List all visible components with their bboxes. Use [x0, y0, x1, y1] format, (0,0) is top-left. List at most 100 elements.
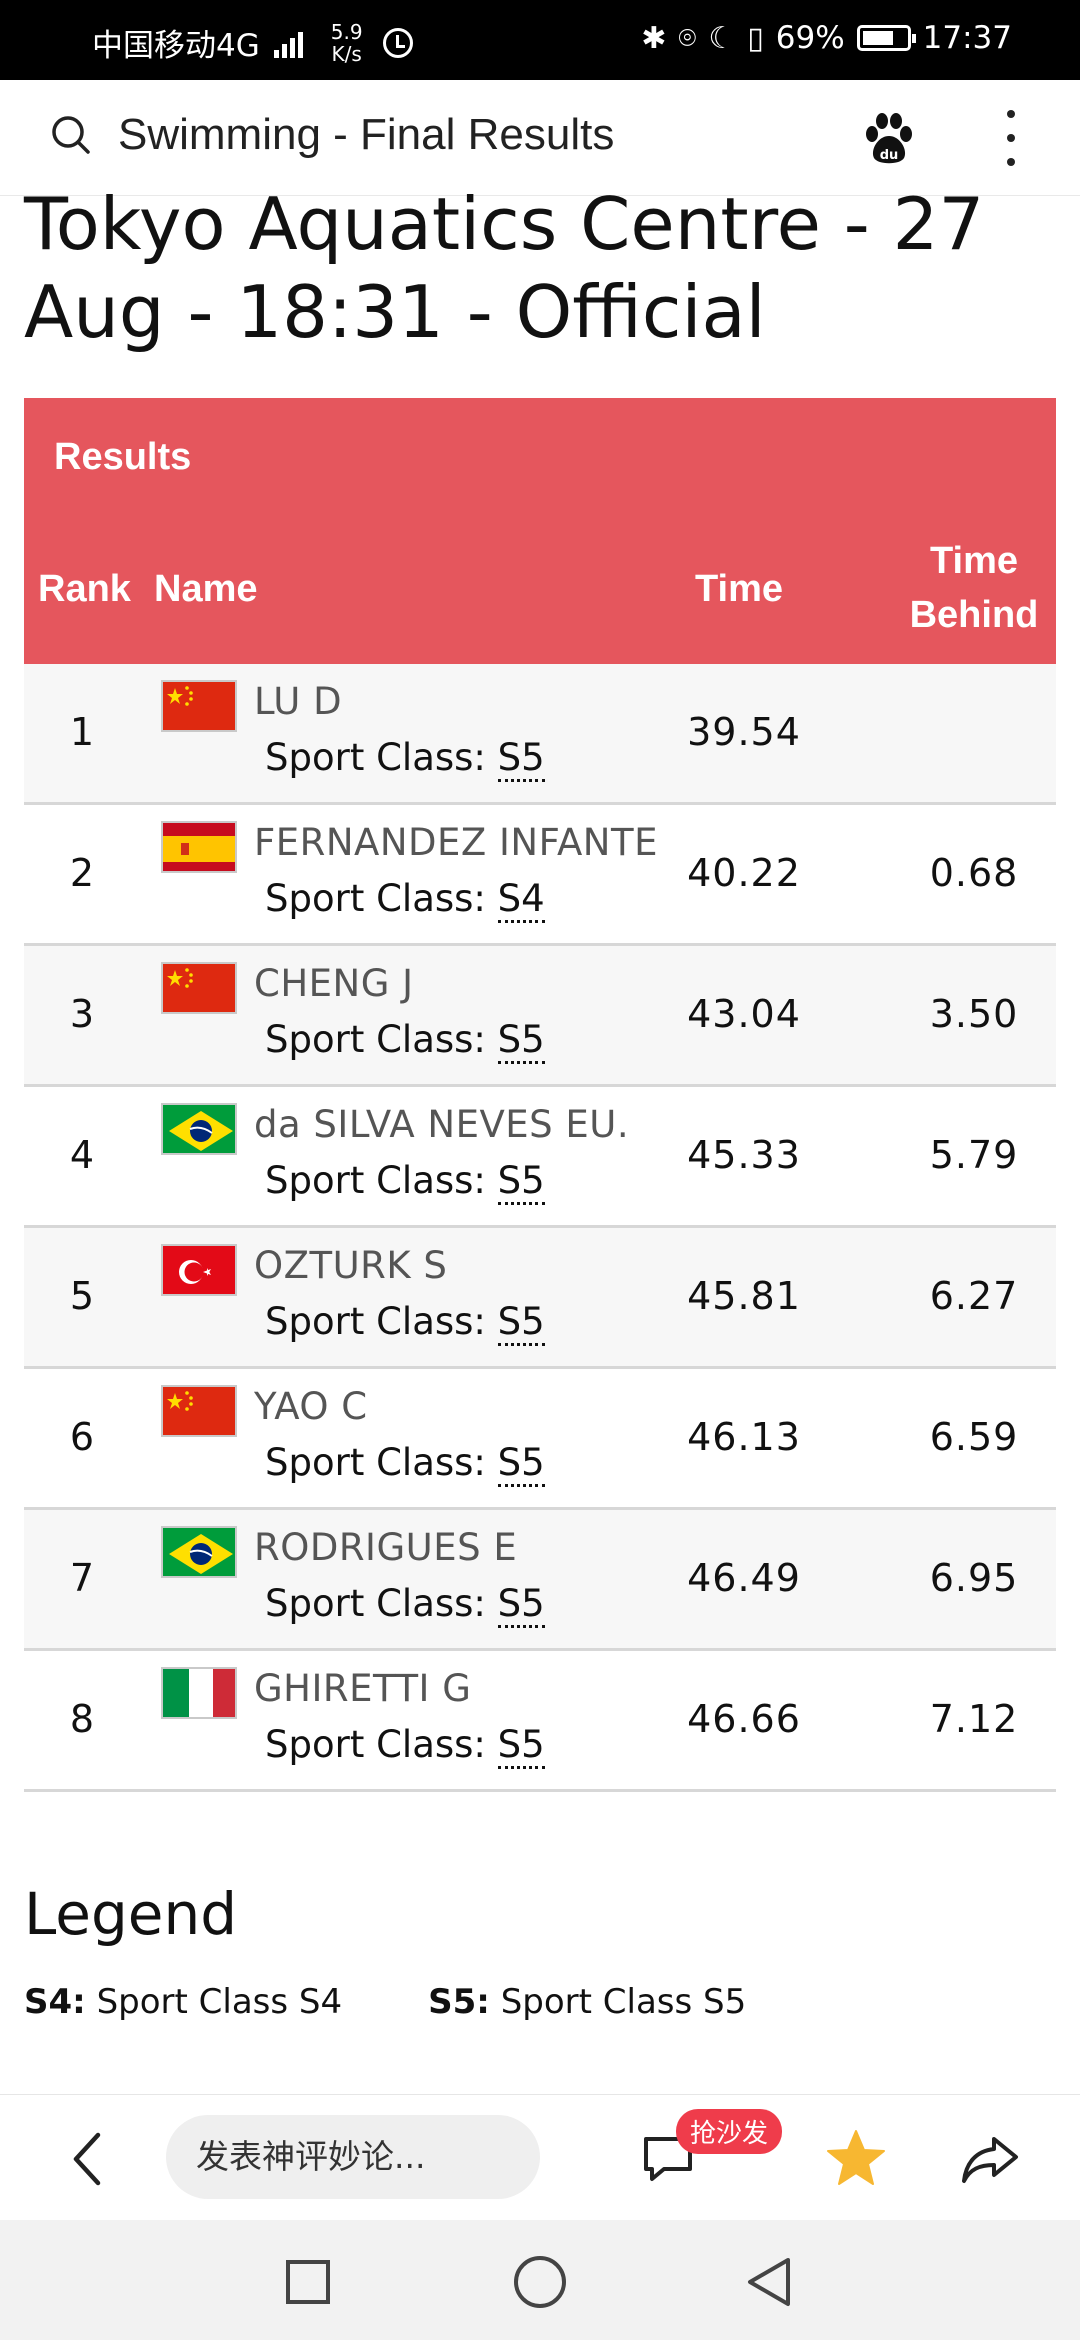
column-header-rank: Rank: [38, 568, 131, 610]
time-behind-cell: 5.79: [929, 1133, 1019, 1177]
flag-icon: [161, 1385, 237, 1437]
status-bar: 中国移动4G 5.9 K/s ✱ ⌾ ☾ ▯ 69% 17:37: [0, 0, 1080, 80]
home-button[interactable]: [514, 2256, 566, 2308]
rank-cell: 8: [69, 1697, 95, 1741]
bluetooth-icon: ✱: [641, 20, 667, 56]
sport-class-label: Sport Class:: [265, 1441, 486, 1484]
athlete-name[interactable]: GHIRETTI G: [254, 1667, 472, 1710]
svg-text:du: du: [880, 148, 899, 163]
app-bar: Swimming - Final Results du: [0, 80, 1080, 196]
legend-code: S4:: [24, 1982, 86, 2022]
location-icon: ⌾: [678, 20, 697, 56]
clock: 17:37: [922, 20, 1012, 56]
sport-class-code[interactable]: S5: [497, 1582, 545, 1628]
navigation-bar: [0, 2220, 1080, 2340]
table-row[interactable]: 4 da SILVA NEVES EU. Sport Class: S5 45.33 5…: [24, 1087, 1056, 1228]
time-cell: 39.54: [687, 710, 801, 754]
table-row[interactable]: 8 GHIRETTI G Sport Class: S5 46.66 7.12: [24, 1651, 1056, 1792]
sport-class: Sport Class: S5: [265, 1018, 545, 1064]
search-icon[interactable]: [50, 114, 90, 154]
status-left: 中国移动4G 5.9 K/s: [92, 20, 413, 65]
table-caption: Results: [54, 436, 192, 478]
flag-icon: [161, 1526, 237, 1578]
sport-class: Sport Class: S5: [265, 1159, 545, 1205]
more-options-icon[interactable]: [1000, 110, 1022, 166]
comment-input[interactable]: 发表神评妙论...: [166, 2115, 540, 2199]
flag-icon: [161, 821, 237, 873]
table-row[interactable]: 1 LU D Sport Class: S5 39.54: [24, 664, 1056, 805]
table-row[interactable]: 3 CHENG J Sport Class: S5 43.04 3.50: [24, 946, 1056, 1087]
time-cell: 45.81: [687, 1274, 801, 1318]
time-cell: 46.49: [687, 1556, 801, 1600]
sport-class: Sport Class: S5: [265, 736, 545, 782]
sport-class-label: Sport Class:: [265, 736, 486, 779]
sport-class: Sport Class: S5: [265, 1300, 545, 1346]
table-body: 1 LU D Sport Class: S5 39.54 2 FERNANDEZ INFA…: [24, 664, 1056, 1792]
sport-class-code[interactable]: S5: [497, 736, 545, 782]
athlete-name[interactable]: da SILVA NEVES EU.: [254, 1103, 630, 1146]
legend: S4: Sport Class S4 S5: Sport Class S5: [24, 1982, 746, 2022]
sport-class-code[interactable]: S5: [497, 1018, 545, 1064]
rank-cell: 4: [69, 1133, 95, 1177]
legend-item: S4: Sport Class S4: [24, 1982, 342, 2022]
net-speed-unit: K/s: [331, 41, 362, 66]
rank-cell: 5: [69, 1274, 95, 1318]
sport-class-code[interactable]: S5: [497, 1723, 545, 1769]
status-right: ✱ ⌾ ☾ ▯ 69% 17:37: [641, 20, 1012, 56]
time-behind-cell: 3.50: [929, 992, 1019, 1036]
sofa-badge[interactable]: 抢沙发: [676, 2109, 783, 2154]
sport-class-code[interactable]: S5: [497, 1159, 545, 1205]
nav-back-button[interactable]: [744, 2254, 794, 2310]
signal-icon: [273, 28, 303, 58]
legend-title: Legend: [24, 1880, 238, 1948]
athlete-name[interactable]: OZTURK S: [254, 1244, 448, 1287]
athlete-name[interactable]: LU D: [254, 680, 343, 723]
legend-text: Sport Class S5: [500, 1982, 747, 2022]
share-icon[interactable]: [960, 2133, 1020, 2185]
flag-icon: [161, 1103, 237, 1155]
flag-icon: [161, 962, 237, 1014]
time-cell: 46.66: [687, 1697, 801, 1741]
net-speed-value: 5.9: [330, 19, 363, 44]
star-icon[interactable]: [826, 2129, 886, 2187]
sport-class-code[interactable]: S4: [497, 877, 545, 923]
sport-class-code[interactable]: S5: [497, 1300, 545, 1346]
rank-cell: 7: [69, 1556, 95, 1600]
time-behind-cell: 7.12: [929, 1697, 1019, 1741]
sport-class: Sport Class: S5: [265, 1441, 545, 1487]
rank-cell: 2: [69, 851, 95, 895]
athlete-name[interactable]: RODRIGUES E: [254, 1526, 518, 1569]
back-icon[interactable]: [68, 2131, 108, 2187]
column-header-name: Name: [154, 568, 258, 610]
athlete-name[interactable]: CHENG J: [254, 962, 414, 1005]
sport-class: Sport Class: S4: [265, 877, 545, 923]
flag-icon: [161, 1244, 237, 1296]
athlete-name[interactable]: FERNANDEZ INFANTE: [254, 821, 658, 864]
time-behind-cell: 6.95: [929, 1556, 1019, 1600]
table-row[interactable]: 2 FERNANDEZ INFANTE Sport Class: S4 40.22 0.…: [24, 805, 1056, 946]
battery-icon: [856, 25, 916, 51]
search-query-title[interactable]: Swimming - Final Results: [118, 110, 615, 159]
time-cell: 40.22: [687, 851, 801, 895]
table-row[interactable]: 6 YAO C Sport Class: S5 46.13 6.59: [24, 1369, 1056, 1510]
sport-class-label: Sport Class:: [265, 1723, 486, 1766]
net-speed: 5.9 K/s: [331, 21, 363, 65]
flag-icon: [161, 680, 237, 732]
baidu-icon[interactable]: du: [862, 112, 916, 166]
battery-percent: 69%: [775, 20, 845, 56]
time-behind-cell: 6.59: [929, 1415, 1019, 1459]
time-cell: 43.04: [687, 992, 801, 1036]
recents-button[interactable]: [286, 2260, 330, 2304]
rank-cell: 3: [69, 992, 95, 1036]
table-header: Results Rank Name Time Time Behind: [24, 398, 1056, 664]
time-behind-cell: 6.27: [929, 1274, 1019, 1318]
column-header-time: Time: [694, 568, 783, 610]
table-row[interactable]: 7 RODRIGUES E Sport Class: S5 46.49 6.95: [24, 1510, 1056, 1651]
sport-class-code[interactable]: S5: [497, 1441, 545, 1487]
athlete-name[interactable]: YAO C: [254, 1385, 368, 1428]
legend-text: Sport Class S4: [96, 1982, 343, 2022]
table-row[interactable]: 5 OZTURK S Sport Class: S5 45.81 6.27: [24, 1228, 1056, 1369]
flag-icon: [161, 1667, 237, 1719]
sport-class-label: Sport Class:: [265, 877, 486, 920]
sport-class-label: Sport Class:: [265, 1300, 486, 1343]
